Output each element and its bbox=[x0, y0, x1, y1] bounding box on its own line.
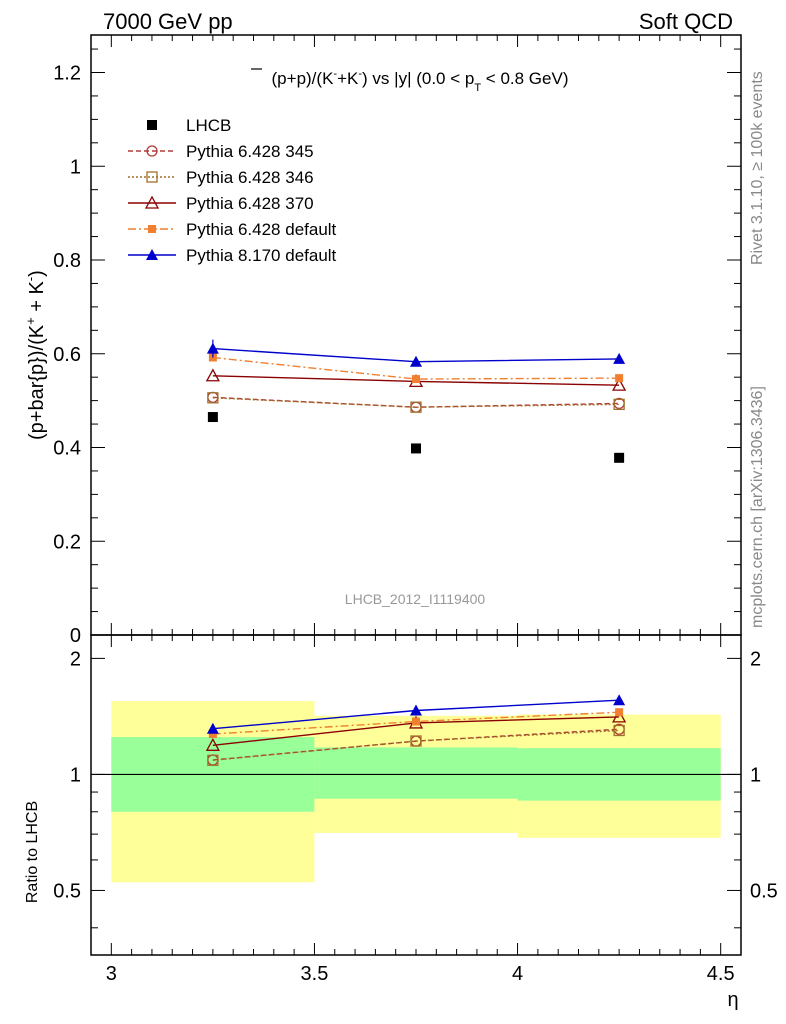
legend-label: Pythia 8.170 default bbox=[186, 246, 337, 265]
main-data-point bbox=[410, 401, 422, 413]
main-data-point bbox=[615, 374, 624, 383]
legend-label: Pythia 6.428 370 bbox=[186, 194, 314, 213]
x-tick-label: 3.5 bbox=[301, 963, 329, 985]
main-y-tick-label: 0.8 bbox=[53, 250, 81, 272]
ratio-y-tick-label-right: 0.5 bbox=[750, 880, 778, 902]
main-data-point bbox=[205, 368, 220, 382]
legend-marker bbox=[146, 249, 158, 260]
x-tick-label: 3 bbox=[106, 963, 117, 985]
legend-item: LHCB bbox=[147, 116, 231, 135]
ratio-data-point bbox=[206, 722, 219, 734]
ratio-data-point bbox=[207, 754, 219, 766]
main-data-point bbox=[614, 452, 625, 463]
ratio-series-line bbox=[212, 729, 620, 761]
ratio-series-1 bbox=[207, 724, 625, 766]
rivet-label: Rivet 3.1.10, ≥ 100k events bbox=[749, 71, 766, 265]
ratio-data-point bbox=[208, 730, 217, 739]
main-data-point bbox=[612, 377, 627, 391]
legend-marker bbox=[144, 195, 160, 209]
ratio-data-point bbox=[205, 737, 220, 751]
main-data-point bbox=[410, 355, 422, 367]
legend-label: Pythia 6.428 346 bbox=[186, 168, 314, 187]
ratio-series-4 bbox=[206, 694, 626, 734]
ratio-y-tick-label-right: 2 bbox=[750, 648, 761, 670]
header-right: Soft QCD bbox=[639, 9, 733, 34]
ratio-band-inner-1 bbox=[314, 747, 518, 799]
legend: LHCB Pythia 6.428 345 Pythia 6.428 346 Pyth… bbox=[128, 116, 337, 265]
ratio-data-point bbox=[410, 735, 422, 747]
main-data-point bbox=[412, 375, 420, 384]
header-left: 7000 GeV pp bbox=[103, 9, 233, 34]
svg-text:(p+p)/(K-+K-) vs |y| (0.0 < pT: (p+p)/(K-+K-) vs |y| (0.0 < pT < 0.8 GeV… bbox=[272, 68, 569, 94]
legend-item: Pythia 6.428 default bbox=[128, 220, 337, 239]
legend-label: LHCB bbox=[186, 116, 231, 135]
main-data-point bbox=[613, 352, 626, 364]
ratio-data-point bbox=[612, 709, 627, 723]
x-tick-label: 4.5 bbox=[707, 963, 735, 985]
main-y-tick-label: 1 bbox=[70, 156, 81, 178]
legend-marker bbox=[146, 145, 158, 157]
main-y-tick-label: 0.2 bbox=[53, 531, 81, 553]
ratio-data-point bbox=[412, 717, 420, 726]
ratio-y-axis-label: Ratio to LHCB bbox=[24, 801, 41, 903]
legend-label: Pythia 6.428 345 bbox=[186, 142, 314, 161]
ratio-data-point bbox=[410, 704, 422, 716]
main-y-tick-label: 0 bbox=[70, 625, 81, 647]
legend-item: Pythia 6.428 345 bbox=[128, 142, 314, 161]
ratio-data-point bbox=[615, 708, 624, 717]
main-data-point bbox=[207, 412, 218, 423]
main-series-2 bbox=[207, 392, 625, 413]
main-data-point bbox=[207, 392, 219, 404]
legend-label: Pythia 6.428 default bbox=[186, 220, 337, 239]
ratio-data-point bbox=[613, 694, 626, 706]
main-series-line bbox=[212, 396, 620, 408]
main-panel: (p+p)/(K-+K-) vs |y| (0.0 < pT < 0.8 GeV… bbox=[23, 34, 742, 647]
main-series-0 bbox=[207, 412, 625, 463]
main-y-tick-label: 0.6 bbox=[53, 344, 81, 366]
ratio-series-3 bbox=[208, 708, 624, 739]
ratio-panel: Ratio to LHCB η 3 3.5 4 4.5 0.5 0.5 1 1 2 2 bbox=[24, 634, 778, 1011]
x-tick-label: 4 bbox=[512, 963, 523, 985]
ratio-data-point bbox=[613, 724, 625, 737]
ratio-y-tick-label-left: 1 bbox=[70, 764, 81, 786]
legend-marker bbox=[146, 171, 158, 183]
legend-item: Pythia 6.428 370 bbox=[128, 194, 314, 213]
main-data-point bbox=[411, 443, 421, 454]
ratio-y-tick-label-left: 2 bbox=[70, 648, 81, 670]
main-series-5 bbox=[206, 342, 626, 367]
main-y-tick-label: 0.4 bbox=[53, 438, 81, 460]
mcplots-label: mcplots.cern.ch [arXiv:1306.3436] bbox=[749, 386, 766, 628]
main-y-tick-label: 1.2 bbox=[53, 63, 81, 85]
ratio-y-tick-label-right: 1 bbox=[750, 764, 761, 786]
main-data-point bbox=[613, 398, 625, 411]
analysis-watermark: LHCB_2012_I1119400 bbox=[345, 591, 486, 607]
legend-marker bbox=[148, 225, 156, 233]
main-y-axis-label: (p+bar{p})/(K+ + K-) bbox=[23, 270, 48, 440]
legend-item: Pythia 8.170 default bbox=[128, 246, 337, 265]
x-axis-label: η bbox=[727, 989, 738, 1011]
ratio-y-tick-label-left: 0.5 bbox=[53, 880, 81, 902]
main-plot-title: (p+p)/(K-+K-) vs |y| (0.0 < pT < 0.8 GeV… bbox=[251, 68, 569, 94]
legend-item: Pythia 6.428 346 bbox=[128, 168, 314, 187]
legend-marker bbox=[147, 120, 157, 130]
